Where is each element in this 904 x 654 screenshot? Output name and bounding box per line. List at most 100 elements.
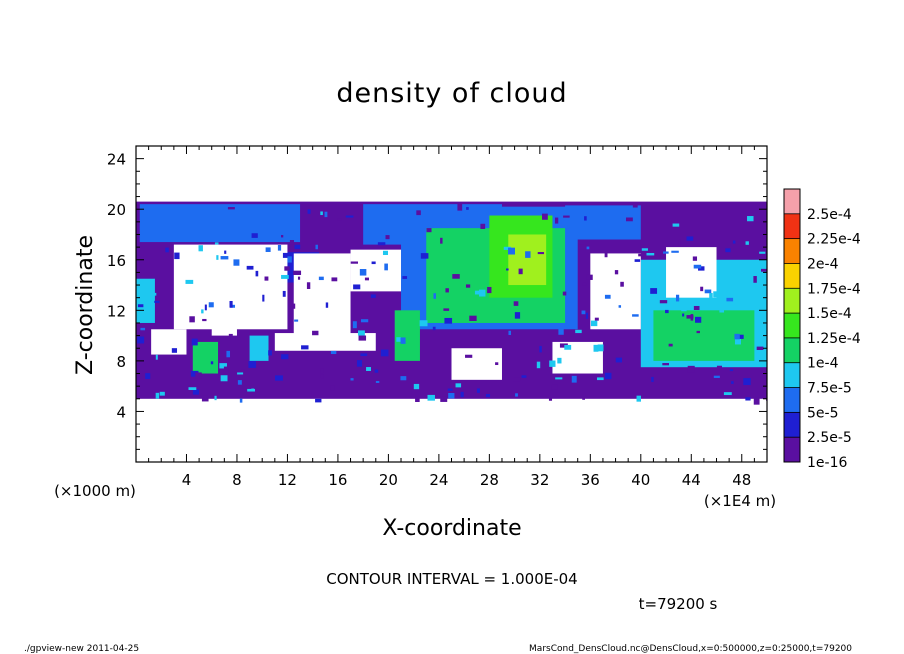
field-speckle [400,337,406,344]
x-tick-label: 24 [429,471,448,489]
field-speckle [734,333,740,340]
field-speckle [190,370,199,377]
field-speckle [191,338,198,346]
colorbar-label: 1.5e-4 [807,306,852,322]
field-speckle [586,274,593,280]
field-speckle [700,286,704,292]
field-speckle [357,330,365,336]
field-speckle [597,344,604,352]
field-speckle [681,304,687,312]
field-speckle [578,244,587,250]
field-speckle [466,207,469,210]
field-speckle [495,362,499,366]
x-tick-label: 16 [328,471,347,489]
colorbar-swatch [784,412,800,438]
field-speckle [686,315,694,319]
field-speckle [201,395,209,402]
field-speckle [432,326,436,331]
field-speckle [374,369,379,373]
field-speckle [219,363,227,369]
field-speckle [306,282,311,289]
x-tick-label: 36 [581,471,600,489]
field-speckle [370,294,376,298]
field-speckle [320,368,324,374]
colorbar: 1e-16 2.5e-5 5e-5 7.5e-5 1e-4 1.25e-4 1.5e-4 1.… [783,188,861,471]
field-speckle [713,375,720,378]
colorbar-label: 2.25e-4 [807,232,861,248]
field-speckle [632,314,639,317]
field-speckle [747,216,754,222]
field-speckle [427,394,435,401]
field-speckle [281,235,284,238]
x-tick-label: 4 [182,471,192,489]
field-speckle [379,220,387,225]
field-speckle [571,375,577,383]
time-label: t=79200 s [639,595,718,613]
field-region [192,341,219,374]
field-speckle [590,320,598,327]
field-speckle [695,316,702,323]
field-speckle [320,374,324,379]
x-tick-label: 32 [530,471,549,489]
field-speckle [366,367,371,371]
field-speckle [275,375,283,381]
x-tick-label: 40 [631,471,650,489]
field-speckle [562,291,567,296]
colorbar-label: 2.5e-5 [807,430,852,446]
field-speckle [487,286,492,294]
field-speckle [350,261,359,264]
field-speckle [618,305,622,308]
field-speckle [419,320,428,327]
field-speckle [536,361,541,369]
field-speckle [452,274,460,279]
field-speckle [604,294,611,299]
field-speckle [692,256,698,261]
field-speckle [239,398,243,403]
field-speckle [465,284,471,288]
field-speckle [281,354,289,360]
field-speckle [137,336,145,344]
field-speckle [220,375,228,382]
field-speckle [420,253,429,259]
field-speckle [251,388,255,392]
field-speckle [582,282,587,286]
field-speckle [549,360,556,367]
field-speckle [508,330,512,335]
y-axis-ticks: 4 8 12 16 20 24 [107,151,767,450]
field-speckle [312,330,319,336]
field-speckle [756,346,764,351]
field-speckle [137,304,144,308]
field-speckle [469,315,477,321]
field-speckle [558,328,564,335]
field-speckle [581,310,586,315]
field-speckle [698,266,705,271]
field-speckle [485,394,491,398]
field-speckle [284,266,290,271]
field-speckle [465,354,473,358]
field-speckle [307,209,311,214]
y-tick-label: 8 [116,353,126,371]
field-speckle [155,354,158,360]
field-speckle [542,213,548,220]
field-speckle [264,276,269,281]
field-speckle [693,264,702,269]
field-speckle [614,270,619,275]
field-speckle [377,242,386,246]
field-speckle [707,240,713,244]
field-speckle [140,327,146,331]
field-speckle [696,330,700,334]
clear-area [666,247,717,298]
field-speckle [604,372,612,380]
field-speckle [745,397,751,401]
y-tick-label: 4 [116,403,126,421]
field-speckle [554,217,559,224]
colorbar-swatch [784,387,800,413]
x-tick-label: 12 [278,471,297,489]
field-speckle [265,247,271,252]
field-speckle [632,203,638,208]
field-speckle [154,300,160,303]
field-speckle [255,270,259,277]
field-speckle [301,345,309,350]
field-speckle [584,216,587,221]
field-speckle [195,372,202,379]
